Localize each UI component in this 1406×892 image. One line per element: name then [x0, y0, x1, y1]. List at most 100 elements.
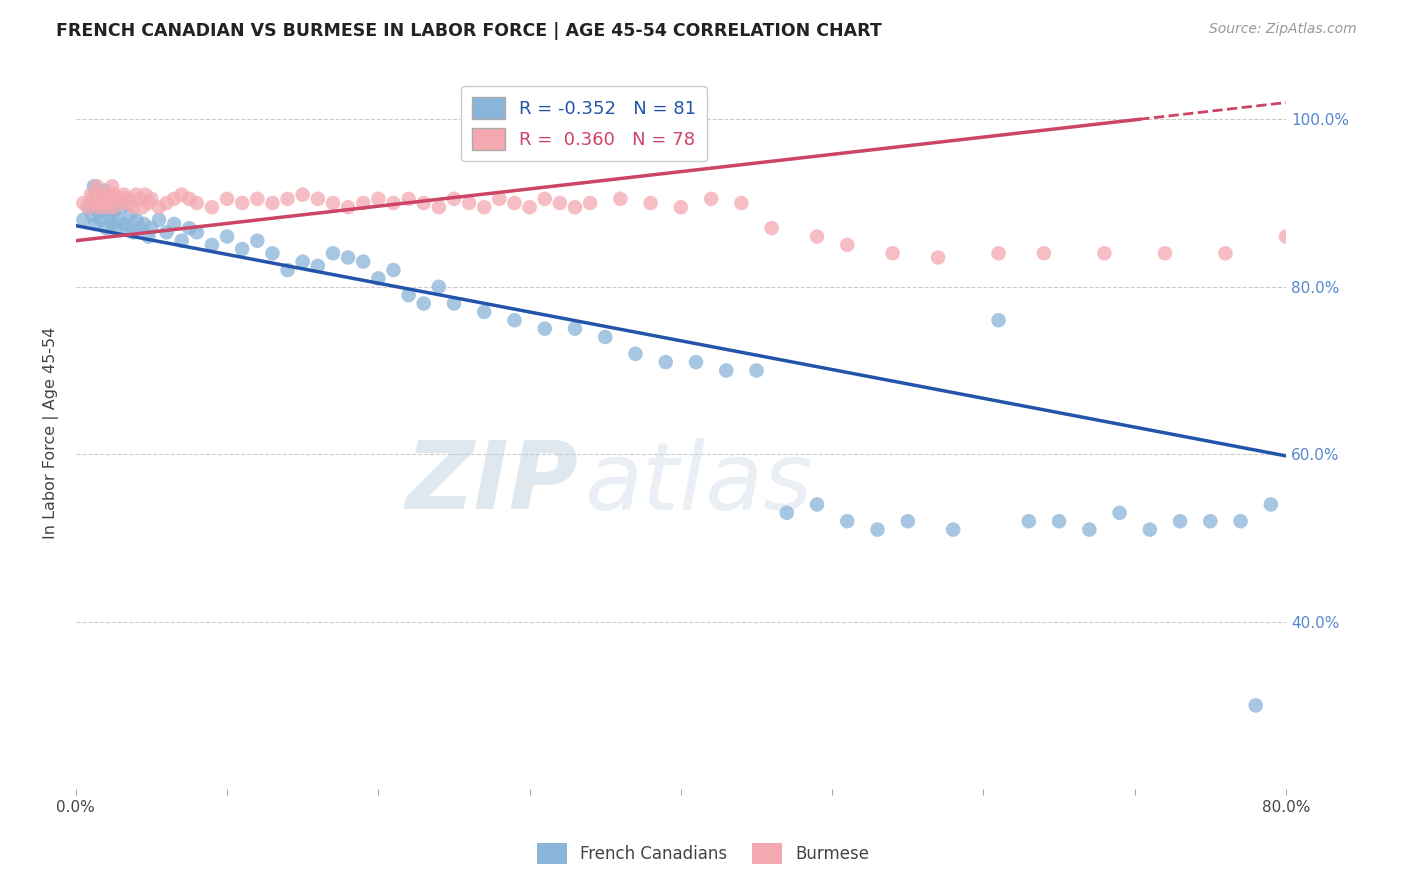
Point [307, 192, 329, 206]
Point [231, 196, 253, 211]
Point [398, 192, 420, 206]
Point [291, 254, 314, 268]
Text: ZIP: ZIP [405, 437, 578, 529]
Y-axis label: In Labor Force | Age 45-54: In Labor Force | Age 45-54 [44, 327, 59, 540]
Point [186, 225, 208, 239]
Point [1260, 498, 1282, 512]
Point [624, 347, 647, 361]
Point [86, 187, 108, 202]
Point [122, 200, 145, 214]
Point [170, 234, 193, 248]
Point [1244, 698, 1267, 713]
Point [91, 192, 114, 206]
Point [262, 196, 284, 211]
Point [96, 196, 118, 211]
Point [472, 200, 495, 214]
Point [579, 196, 602, 211]
Point [277, 192, 299, 206]
Point [655, 355, 678, 369]
Point [1078, 523, 1101, 537]
Point [100, 196, 122, 211]
Point [1199, 514, 1222, 528]
Point [125, 212, 148, 227]
Point [80, 187, 103, 202]
Text: atlas: atlas [583, 438, 813, 529]
Point [86, 179, 108, 194]
Point [806, 498, 828, 512]
Text: Source: ZipAtlas.com: Source: ZipAtlas.com [1209, 22, 1357, 37]
Point [128, 221, 150, 235]
Point [533, 192, 555, 206]
Point [262, 246, 284, 260]
Point [427, 200, 450, 214]
Point [90, 212, 112, 227]
Point [761, 221, 783, 235]
Point [730, 196, 752, 211]
Point [105, 196, 128, 211]
Point [548, 196, 571, 211]
Point [94, 221, 117, 235]
Text: FRENCH CANADIAN VS BURMESE IN LABOR FORCE | AGE 45-54 CORRELATION CHART: FRENCH CANADIAN VS BURMESE IN LABOR FORC… [56, 22, 882, 40]
Point [927, 251, 949, 265]
Point [215, 192, 238, 206]
Point [115, 192, 138, 206]
Point [163, 192, 186, 206]
Point [866, 523, 889, 537]
Point [1336, 242, 1358, 256]
Point [1168, 514, 1191, 528]
Point [1275, 229, 1298, 244]
Point [669, 200, 692, 214]
Point [89, 192, 111, 206]
Point [112, 187, 135, 202]
Point [367, 271, 389, 285]
Point [1047, 514, 1070, 528]
Point [307, 259, 329, 273]
Point [593, 330, 616, 344]
Point [322, 246, 344, 260]
Point [806, 229, 828, 244]
Point [882, 246, 904, 260]
Point [84, 217, 107, 231]
Point [87, 200, 110, 214]
Point [107, 192, 129, 206]
Point [337, 251, 360, 265]
Point [104, 187, 127, 202]
Point [179, 192, 201, 206]
Point [564, 200, 586, 214]
Point [170, 187, 193, 202]
Point [141, 192, 163, 206]
Point [89, 187, 111, 202]
Point [93, 196, 115, 211]
Point [700, 192, 723, 206]
Point [141, 221, 163, 235]
Point [110, 200, 132, 214]
Point [367, 192, 389, 206]
Point [155, 196, 177, 211]
Legend: French Canadians, Burmese: French Canadians, Burmese [530, 837, 876, 871]
Point [87, 204, 110, 219]
Point [80, 196, 103, 211]
Point [488, 192, 510, 206]
Point [77, 200, 100, 214]
Point [122, 225, 145, 239]
Point [112, 217, 135, 231]
Point [201, 238, 224, 252]
Point [837, 514, 859, 528]
Point [77, 200, 100, 214]
Point [134, 187, 156, 202]
Point [716, 363, 738, 377]
Point [352, 196, 374, 211]
Point [148, 200, 170, 214]
Point [897, 514, 920, 528]
Point [82, 192, 104, 206]
Point [987, 246, 1010, 260]
Point [94, 200, 117, 214]
Point [163, 217, 186, 231]
Point [443, 192, 465, 206]
Point [215, 229, 238, 244]
Point [115, 221, 138, 235]
Point [1229, 514, 1251, 528]
Point [84, 196, 107, 211]
Point [98, 192, 121, 206]
Point [472, 305, 495, 319]
